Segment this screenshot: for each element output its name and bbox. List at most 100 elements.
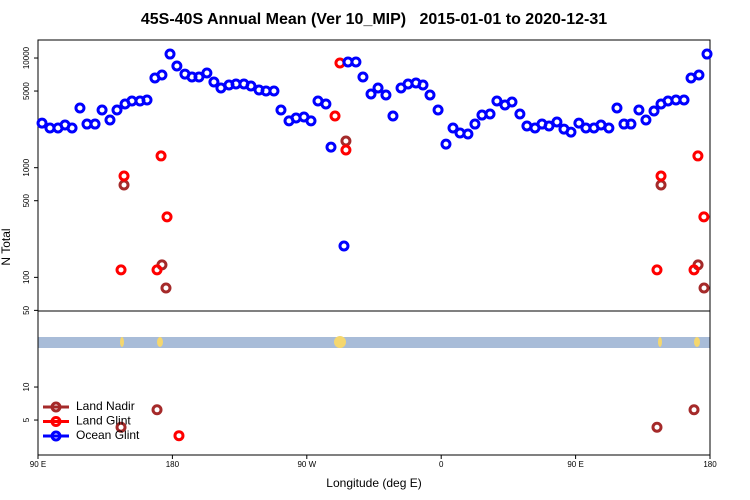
point — [161, 211, 173, 223]
point — [387, 110, 399, 122]
point — [357, 71, 369, 83]
point — [424, 89, 436, 101]
point — [115, 264, 127, 276]
plot-frame — [37, 39, 711, 456]
legend-label: Land Glint — [76, 414, 131, 428]
x-tick-label: 90 E — [30, 460, 46, 469]
point — [625, 118, 637, 130]
point — [104, 114, 116, 126]
point — [372, 82, 384, 94]
legend-marker — [50, 401, 62, 413]
y-tick-label: 1000 — [22, 158, 31, 176]
point — [380, 89, 392, 101]
point — [611, 102, 623, 114]
point — [329, 110, 341, 122]
point — [701, 48, 713, 60]
y-tick-label: 5 — [22, 417, 31, 422]
x-tick-label: 180 — [166, 460, 180, 469]
point — [565, 126, 577, 138]
point — [440, 138, 452, 150]
point — [692, 150, 704, 162]
point — [551, 116, 563, 128]
point — [651, 421, 663, 433]
point — [603, 122, 615, 134]
point — [118, 170, 130, 182]
y-tick-label: 10 — [22, 382, 31, 391]
y-tick-label: 50 — [22, 305, 31, 314]
point — [543, 120, 555, 132]
land-patches — [120, 336, 700, 348]
point — [698, 282, 710, 294]
point — [325, 141, 337, 153]
point — [678, 94, 690, 106]
point — [688, 264, 700, 276]
point — [171, 60, 183, 72]
point — [193, 71, 205, 83]
point — [156, 69, 168, 81]
point — [491, 95, 503, 107]
point — [141, 94, 153, 106]
point — [208, 76, 220, 88]
point — [173, 430, 185, 442]
point — [693, 69, 705, 81]
legend-marker — [50, 430, 62, 442]
point — [447, 122, 459, 134]
x-tick-label: 0 — [439, 460, 444, 469]
point — [36, 117, 48, 129]
point — [655, 170, 667, 182]
point — [506, 96, 518, 108]
point — [484, 108, 496, 120]
point — [432, 104, 444, 116]
point — [275, 104, 287, 116]
land-mask-band — [38, 337, 710, 348]
y-tick-label: 100 — [22, 270, 31, 284]
point — [160, 282, 172, 294]
x-tick-label: 180 — [703, 460, 717, 469]
point — [514, 108, 526, 120]
point — [151, 404, 163, 416]
point — [66, 122, 78, 134]
point — [201, 67, 213, 79]
point — [417, 79, 429, 91]
point — [651, 264, 663, 276]
y-axis-label: N Total — [0, 228, 13, 265]
point — [151, 264, 163, 276]
x-axis-label: Longitude (deg E) — [326, 476, 421, 490]
point — [340, 135, 352, 147]
point — [96, 104, 108, 116]
point — [115, 421, 127, 433]
point — [573, 117, 585, 129]
chart-title: 45S-40S Annual Mean (Ver 10_MIP) 2015-01… — [141, 11, 607, 28]
point — [245, 80, 257, 92]
point — [118, 179, 130, 191]
point — [74, 102, 86, 114]
point — [640, 114, 652, 126]
point — [633, 104, 645, 116]
point — [469, 118, 481, 130]
legend-label: Land Nadir — [76, 399, 135, 413]
point — [111, 104, 123, 116]
point — [648, 105, 660, 117]
x-tick-label: 90 W — [297, 460, 316, 469]
point — [320, 98, 332, 110]
point — [89, 118, 101, 130]
point — [164, 48, 176, 60]
point — [365, 88, 377, 100]
x-tick-label: 90 E — [567, 460, 583, 469]
legend-label: Ocean Glint — [76, 428, 140, 442]
point — [688, 404, 700, 416]
point — [305, 115, 317, 127]
point — [268, 85, 280, 97]
y-tick-label: 5000 — [22, 82, 31, 100]
y-tick-label: 500 — [22, 193, 31, 207]
point — [338, 240, 350, 252]
legend-marker — [50, 416, 62, 427]
point — [350, 56, 362, 68]
y-tick-label: 10000 — [22, 46, 31, 69]
point — [340, 144, 352, 156]
point — [462, 128, 474, 140]
point — [655, 179, 667, 191]
point — [698, 211, 710, 223]
point — [155, 150, 167, 162]
